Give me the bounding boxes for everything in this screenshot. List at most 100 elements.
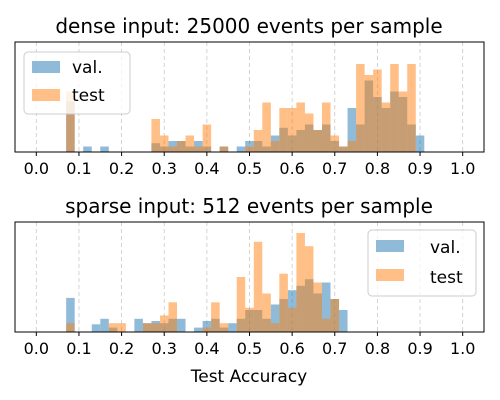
histogram-bar-test	[66, 323, 75, 332]
histogram-bar-val	[347, 108, 357, 152]
histogram-bar-test	[245, 307, 254, 332]
histogram-bar-test	[245, 146, 254, 152]
histogram-bar-test	[194, 146, 203, 152]
histogram-bar-test	[390, 64, 399, 152]
histogram-bar-test	[347, 141, 357, 152]
histogram-bar-val	[177, 318, 186, 332]
x-tick-label: 0.1	[66, 339, 91, 358]
histogram-bar-test	[253, 130, 263, 152]
histogram-bar-test	[168, 146, 178, 152]
histogram-bar-test	[151, 323, 160, 332]
histogram-bar-test	[151, 119, 160, 152]
histogram-bar-test	[262, 102, 271, 152]
histogram-bar-val	[83, 146, 92, 152]
histogram-bar-test	[407, 64, 416, 152]
legend-swatch-test	[32, 89, 60, 101]
histogram-bar-test	[66, 91, 75, 152]
x-axis-label: Test Accuracy	[190, 367, 308, 387]
histogram-bar-test	[185, 135, 195, 152]
histogram-bar-test	[313, 130, 322, 152]
dense-input-legend: val. test	[23, 51, 131, 115]
x-tick-label: 0.5	[237, 339, 262, 358]
legend-label-test: test	[72, 86, 105, 106]
x-tick-label: 0.5	[237, 159, 262, 178]
histogram-bar-test	[330, 299, 340, 332]
histogram-bar-test	[159, 315, 169, 332]
x-tick-label: 0.8	[365, 159, 390, 178]
histogram-bar-test	[177, 141, 186, 152]
histogram-bar-val	[100, 146, 109, 152]
histogram-bar-test	[381, 102, 391, 152]
sparse-input-title: sparse input: 512 events per sample	[65, 194, 433, 218]
dense-input-panel: dense input: 25000 events per sample 0.0…	[14, 14, 485, 178]
histogram-bar-test	[202, 124, 212, 152]
histogram-bar-test	[364, 75, 374, 152]
legend-label-val: val.	[430, 238, 461, 258]
histogram-bar-test	[236, 277, 246, 332]
histogram-bar-test	[373, 69, 382, 152]
histogram-bar-test	[159, 135, 169, 152]
sparse-input-legend: val. test	[367, 229, 477, 297]
legend-label-val: val.	[72, 58, 103, 78]
x-tick-label: 0.7	[322, 339, 347, 358]
histogram-bar-test	[279, 273, 288, 332]
histogram-bar-test	[321, 318, 331, 332]
x-tick-label: 0.4	[194, 159, 219, 178]
legend-swatch-test	[376, 269, 404, 281]
histogram-bar-test	[339, 146, 348, 152]
histogram-bar-test	[211, 302, 220, 332]
x-tick-label: 0.3	[152, 159, 177, 178]
x-tick-label: 0.0	[24, 159, 49, 178]
histogram-bar-val	[194, 327, 203, 332]
histogram-bar-val	[100, 318, 109, 332]
histogram-bar-test	[168, 302, 178, 332]
histogram-bar-test	[296, 233, 305, 332]
x-tick-label: 0.3	[152, 339, 177, 358]
x-tick-label: 0.2	[109, 339, 134, 358]
x-tick-label: 0.2	[109, 159, 134, 178]
histogram-bar-val	[202, 321, 212, 332]
x-tick-label: 0.9	[407, 339, 432, 358]
histogram-bar-test	[142, 323, 152, 332]
x-tick-label: 0.6	[279, 339, 304, 358]
histogram-bar-test	[270, 323, 280, 332]
legend-swatch-val	[32, 61, 60, 73]
histogram-bar-test	[279, 108, 288, 152]
histogram-bar-test	[296, 102, 305, 152]
histogram-bar-val	[91, 324, 101, 332]
histogram-bar-test	[253, 241, 263, 332]
x-tick-label: 0.1	[66, 159, 91, 178]
histogram-bar-test	[108, 323, 118, 332]
histogram-bar-test	[313, 282, 322, 332]
histogram-bar-val	[339, 310, 348, 332]
histogram-bar-val	[321, 282, 331, 332]
histogram-bar-test	[287, 307, 297, 332]
x-tick-label: 0.6	[279, 159, 304, 178]
histogram-bar-test	[262, 293, 271, 332]
histogram-bar-test	[304, 246, 314, 332]
x-tick-label: 1.0	[450, 339, 475, 358]
histogram-bar-test	[270, 141, 280, 152]
histogram-bar-val	[134, 318, 143, 332]
histogram-bar-val	[270, 304, 280, 332]
histogram-bar-test	[398, 91, 408, 152]
x-tick-label: 0.8	[365, 339, 390, 358]
x-tick-label: 0.7	[322, 159, 347, 178]
histogram-bar-test	[330, 135, 340, 152]
legend-swatch-val	[376, 240, 404, 252]
dense-input-title: dense input: 25000 events per sample	[55, 14, 442, 38]
histogram-bar-test	[117, 323, 126, 332]
histogram-bar-val	[415, 135, 425, 152]
histogram-bar-val	[228, 323, 237, 332]
histogram-bar-test	[219, 146, 229, 152]
histogram-bar-test	[356, 64, 365, 152]
x-tick-label: 1.0	[450, 159, 475, 178]
x-tick-label: 0.9	[407, 159, 432, 178]
histogram-bar-val	[66, 297, 75, 332]
x-tick-label: 0.4	[194, 339, 219, 358]
histogram-bar-val	[236, 146, 246, 152]
histogram-bar-test	[202, 327, 212, 332]
sparse-input-panel: sparse input: 512 events per sample 0.0 0…	[14, 194, 485, 387]
x-tick-label: 0.0	[24, 339, 49, 358]
histogram-bar-test	[287, 108, 297, 152]
